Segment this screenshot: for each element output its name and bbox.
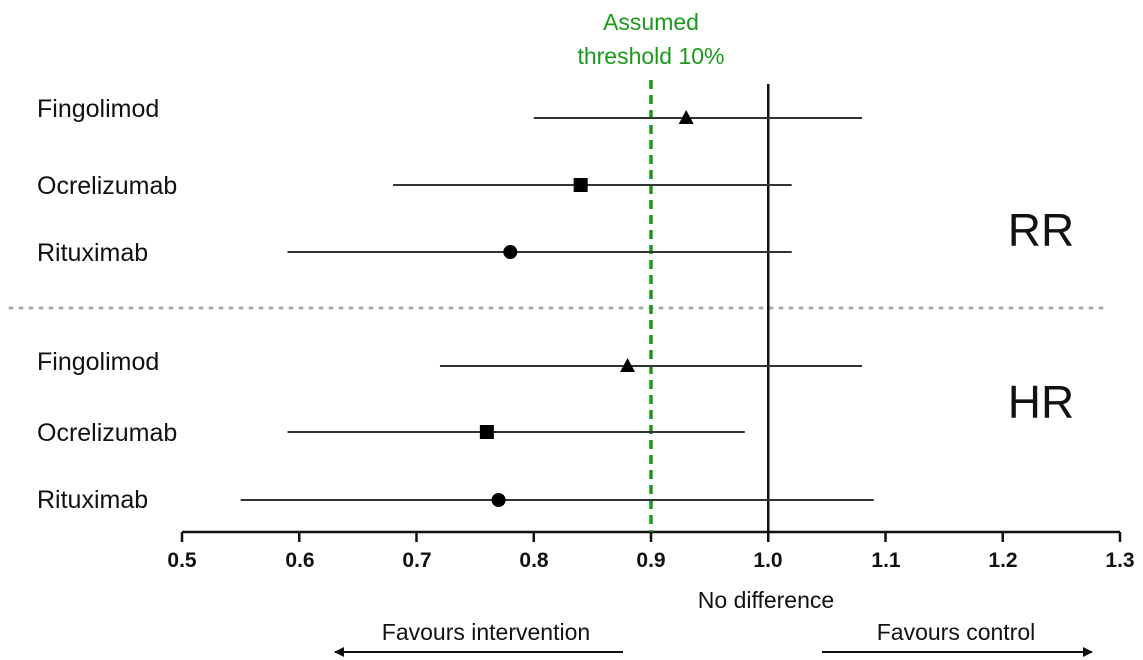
threshold-label-line1: Assumed (603, 9, 699, 35)
study-label-hr-fingolimod: Fingolimod (37, 348, 159, 376)
group-label-hr: HR (1008, 376, 1074, 428)
study-label-rr-rituximab: Rituximab (37, 239, 148, 267)
x-tick-label: 1.2 (988, 549, 1017, 572)
x-tick-label: 1.0 (753, 549, 782, 572)
point-estimate-rr-fingolimod (678, 110, 694, 124)
x-tick-label: 0.6 (285, 549, 314, 572)
favours-control-label: Favours control (877, 619, 1036, 645)
point-estimate-rr-rituximab (503, 245, 518, 259)
point-estimate-hr-rituximab (491, 493, 506, 507)
group-label-rr: RR (1008, 204, 1074, 256)
study-label-rr-ocrelizumab: Ocrelizumab (37, 172, 177, 200)
x-tick-label: 0.5 (167, 549, 197, 572)
study-label-rr-fingolimod: Fingolimod (37, 95, 159, 123)
x-tick-label: 1.3 (1105, 549, 1134, 572)
x-tick-label: 0.9 (636, 549, 665, 572)
study-label-hr-ocrelizumab: Ocrelizumab (37, 419, 177, 447)
point-estimate-hr-fingolimod (620, 358, 636, 372)
plot-marks (8, 80, 1122, 542)
point-estimate-rr-ocrelizumab (573, 178, 588, 192)
x-tick-label: 1.1 (871, 549, 901, 572)
favours-intervention-label: Favours intervention (382, 619, 590, 645)
threshold-label-line2: threshold 10% (577, 43, 724, 69)
x-tick-label: 0.7 (402, 549, 431, 572)
reference-line-label: No difference (698, 587, 834, 613)
x-tick-label: 0.8 (519, 549, 549, 572)
study-label-hr-rituximab: Rituximab (37, 486, 148, 514)
point-estimate-hr-ocrelizumab (479, 425, 494, 439)
